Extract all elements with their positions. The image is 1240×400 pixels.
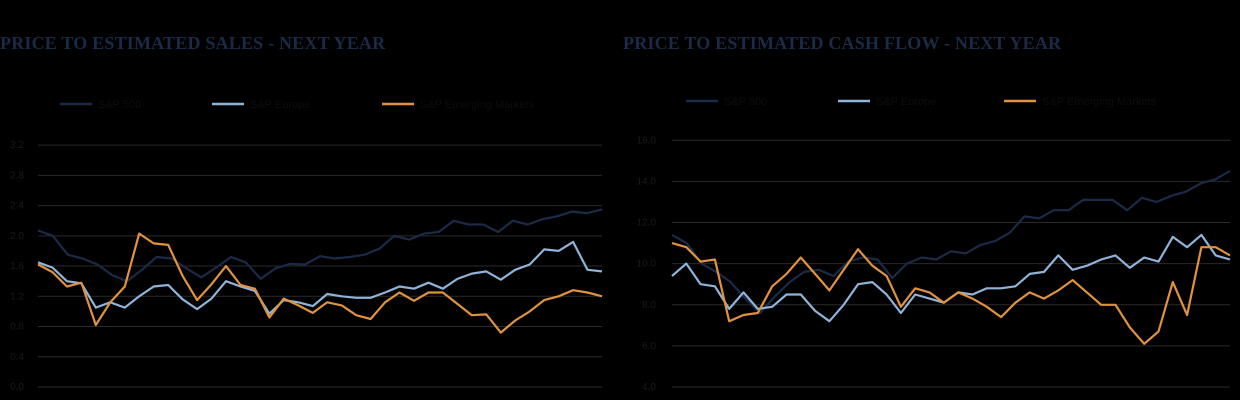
chart-panel-price-to-sales: PRICE TO ESTIMATED SALES - NEXT YEAR 0.0… bbox=[0, 0, 610, 400]
series-line bbox=[37, 240, 603, 315]
legend-label: S&P 500 bbox=[98, 99, 141, 111]
y-tick-label: 16.0 bbox=[637, 135, 657, 146]
y-tick-label: 2.8 bbox=[10, 170, 24, 181]
chart-price-to-sales: 0.0 0.4 0.8 1.2 1.6 2.0 2.4 2.8 3.2 S&P 500 S&P Eu… bbox=[10, 99, 603, 393]
chart-panel-price-to-cash-flow: PRICE TO ESTIMATED CASH FLOW - NEXT YEAR… bbox=[620, 0, 1240, 400]
chart-title: PRICE TO ESTIMATED SALES - NEXT YEAR bbox=[0, 33, 386, 53]
y-tick-label: 0.4 bbox=[10, 352, 24, 363]
legend-item: S&P Europe bbox=[212, 99, 310, 111]
y-tick-label: 2.0 bbox=[10, 231, 24, 242]
series-line bbox=[37, 208, 603, 283]
y-tick-label: 4.0 bbox=[642, 382, 656, 393]
chart-title: PRICE TO ESTIMATED CASH FLOW - NEXT YEAR bbox=[623, 33, 1062, 53]
legend-label: S&P Emerging Markets bbox=[420, 99, 535, 111]
legend-item: S&P 500 bbox=[60, 99, 141, 111]
legend-label: S&P Emerging Markets bbox=[1042, 96, 1157, 108]
y-tick-label: 14.0 bbox=[637, 176, 657, 187]
y-tick-label: 10.0 bbox=[637, 259, 657, 270]
series-line bbox=[37, 232, 603, 334]
legend-item: S&P Emerging Markets bbox=[382, 99, 535, 111]
series-line bbox=[671, 170, 1231, 315]
gridlines bbox=[672, 139, 1230, 388]
y-tick-label: 8.0 bbox=[642, 300, 656, 311]
gridlines bbox=[38, 144, 602, 388]
y-tick-label: 6.0 bbox=[642, 341, 656, 352]
y-tick-label: 0.0 bbox=[10, 382, 24, 393]
y-tick-label: 1.6 bbox=[10, 261, 24, 272]
y-tick-label: 1.2 bbox=[10, 291, 24, 302]
legend-label: S&P Europe bbox=[876, 96, 936, 108]
series-line bbox=[671, 242, 1231, 345]
legend-label: S&P 500 bbox=[724, 96, 767, 108]
chart-price-to-cash-flow: 4.0 6.0 8.0 10.0 12.0 14.0 16.0 S&P 500 S&P Euro… bbox=[637, 96, 1231, 393]
y-tick-label: 0.8 bbox=[10, 322, 24, 333]
legend-label: S&P Europe bbox=[250, 99, 310, 111]
y-tick-label: 2.4 bbox=[10, 201, 24, 212]
legend-item: S&P Europe bbox=[838, 96, 936, 108]
legend-item: S&P 500 bbox=[686, 96, 767, 108]
legend-item: S&P Emerging Markets bbox=[1004, 96, 1157, 108]
y-tick-label: 12.0 bbox=[637, 218, 657, 229]
y-tick-label: 3.2 bbox=[10, 140, 24, 151]
